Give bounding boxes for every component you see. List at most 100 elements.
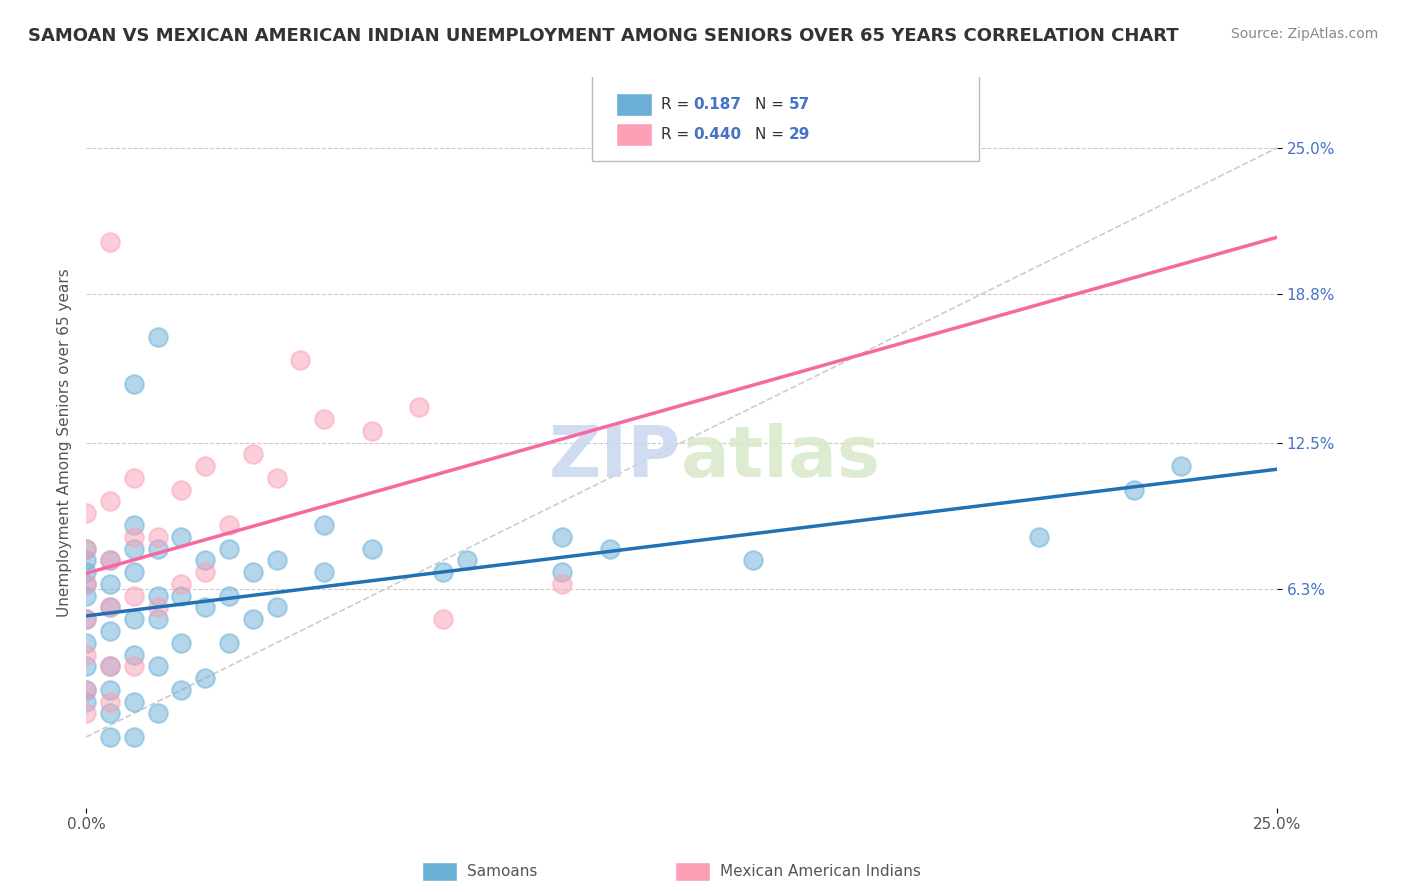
Point (75, 682, 97, 697)
Point (194, 565, 217, 579)
Point (98, 659, 121, 673)
Text: SAMOAN VS MEXICAN AMERICAN INDIAN UNEMPLOYMENT AMONG SENIORS OVER 65 YEARS CORRE: SAMOAN VS MEXICAN AMERICAN INDIAN UNEMPL… (28, 27, 1178, 45)
Point (75, 706, 97, 721)
Point (98, 695, 121, 709)
Point (75, 541, 97, 556)
Point (551, 530, 574, 544)
Point (98, 659, 121, 673)
Point (98, 682, 121, 697)
Point (194, 600, 217, 615)
Point (98, 494, 121, 508)
Text: 0.440: 0.440 (693, 127, 741, 142)
Point (75, 577, 97, 591)
Point (122, 518, 145, 533)
Point (75, 541, 97, 556)
Point (360, 424, 382, 438)
Point (75, 553, 97, 567)
Point (314, 518, 336, 533)
Point (266, 553, 288, 567)
Point (551, 565, 574, 579)
Point (98, 730, 121, 744)
Point (98, 553, 121, 567)
Point (146, 589, 169, 603)
Point (122, 565, 145, 579)
Point (122, 530, 145, 544)
Point (242, 565, 264, 579)
Point (98, 706, 121, 721)
Point (146, 541, 169, 556)
Point (170, 530, 193, 544)
Point (314, 565, 336, 579)
Point (194, 671, 217, 685)
Point (146, 600, 169, 615)
Point (122, 730, 145, 744)
Point (122, 659, 145, 673)
Text: Mexican American Indians: Mexican American Indians (720, 864, 921, 879)
Point (456, 553, 478, 567)
Point (75, 648, 97, 662)
FancyBboxPatch shape (592, 75, 979, 161)
Point (741, 553, 763, 567)
Point (98, 624, 121, 638)
Point (170, 682, 193, 697)
Point (218, 518, 240, 533)
Text: ZIP: ZIP (550, 423, 682, 491)
Point (75, 612, 97, 626)
Text: N =: N = (755, 97, 789, 112)
Text: 57: 57 (789, 97, 810, 112)
Point (432, 565, 454, 579)
Point (1028, 530, 1050, 544)
Point (75, 682, 97, 697)
Text: R =: R = (661, 127, 695, 142)
Point (98, 553, 121, 567)
Point (122, 648, 145, 662)
Text: atlas: atlas (682, 423, 882, 491)
Point (599, 541, 621, 556)
Text: R =: R = (661, 97, 695, 112)
Point (75, 659, 97, 673)
Y-axis label: Unemployment Among Seniors over 65 years: Unemployment Among Seniors over 65 years (58, 268, 72, 617)
Point (122, 541, 145, 556)
Point (218, 589, 240, 603)
Point (242, 612, 264, 626)
Point (146, 612, 169, 626)
Point (122, 376, 145, 391)
Text: N =: N = (755, 127, 789, 142)
Point (75, 577, 97, 591)
Point (194, 459, 217, 474)
Point (75, 506, 97, 520)
Point (408, 401, 430, 415)
Text: Source: ZipAtlas.com: Source: ZipAtlas.com (1230, 27, 1378, 41)
Point (98, 235, 121, 250)
Point (360, 541, 382, 556)
Point (432, 612, 454, 626)
Point (122, 589, 145, 603)
Point (551, 577, 574, 591)
Point (1122, 483, 1144, 497)
Point (170, 636, 193, 650)
Point (122, 612, 145, 626)
FancyBboxPatch shape (616, 123, 651, 146)
Point (98, 600, 121, 615)
Point (146, 329, 169, 343)
Point (146, 659, 169, 673)
Point (75, 565, 97, 579)
Point (75, 695, 97, 709)
Point (122, 695, 145, 709)
Point (266, 600, 288, 615)
Point (266, 471, 288, 485)
Point (1170, 459, 1192, 474)
Point (146, 530, 169, 544)
Point (290, 353, 312, 368)
Point (170, 577, 193, 591)
FancyBboxPatch shape (616, 93, 651, 116)
Point (75, 612, 97, 626)
Point (122, 471, 145, 485)
Point (170, 483, 193, 497)
Point (218, 541, 240, 556)
Text: 0.187: 0.187 (693, 97, 741, 112)
Point (218, 636, 240, 650)
Point (98, 600, 121, 615)
Point (314, 412, 336, 426)
Point (75, 589, 97, 603)
